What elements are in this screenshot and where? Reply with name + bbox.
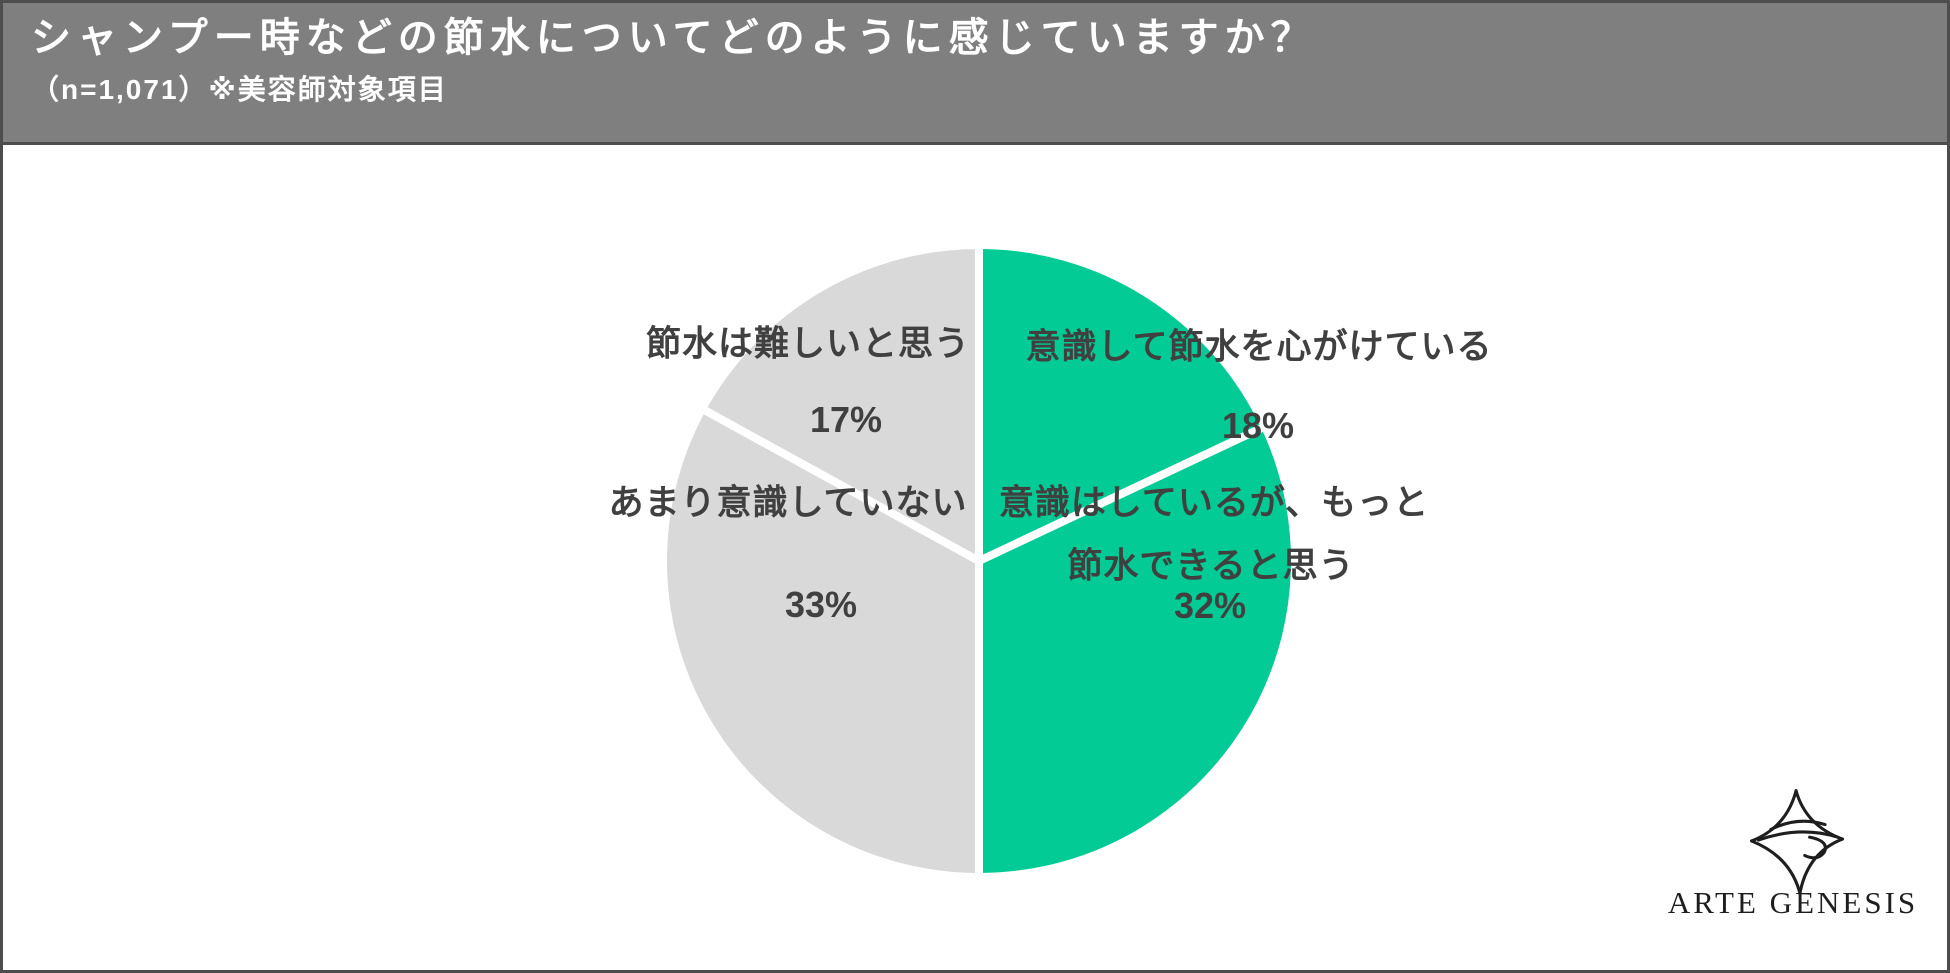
pie-slice-label: 意識して節水を心がけている — [1025, 327, 1493, 367]
pie-slice — [975, 241, 1269, 565]
chart-title: シャンプー時などの節水についてどのように感じていますか？ — [31, 16, 1317, 60]
pie-chart — [659, 241, 1299, 881]
pie-slice-label: 意識はしているが、もっと — [998, 483, 1430, 523]
pie-slice — [659, 404, 983, 881]
arte-genesis-star-icon — [1750, 789, 1845, 895]
pie-slice-label: 節水は難しいと思う — [645, 324, 971, 364]
pie-slice-percent: 17% — [809, 399, 883, 440]
pie-slice-percent: 32% — [1173, 585, 1247, 626]
pie-slice-label: 節水できると思う — [1067, 546, 1355, 586]
pie-slice — [698, 241, 983, 565]
brand-wordmark: ARTE GENESIS — [1667, 885, 1919, 920]
pie-slice-label: あまり意識していない — [608, 483, 968, 523]
header: シャンプー時などの節水についてどのように感じていますか？ （n=1,071）※美… — [3, 3, 1947, 145]
pie-slice — [975, 422, 1299, 881]
pie-slice-percent: 33% — [784, 584, 858, 625]
pie-slice-percent: 18% — [1221, 405, 1295, 446]
chart-subtitle: （n=1,071）※美容師対象項目 — [31, 74, 448, 105]
